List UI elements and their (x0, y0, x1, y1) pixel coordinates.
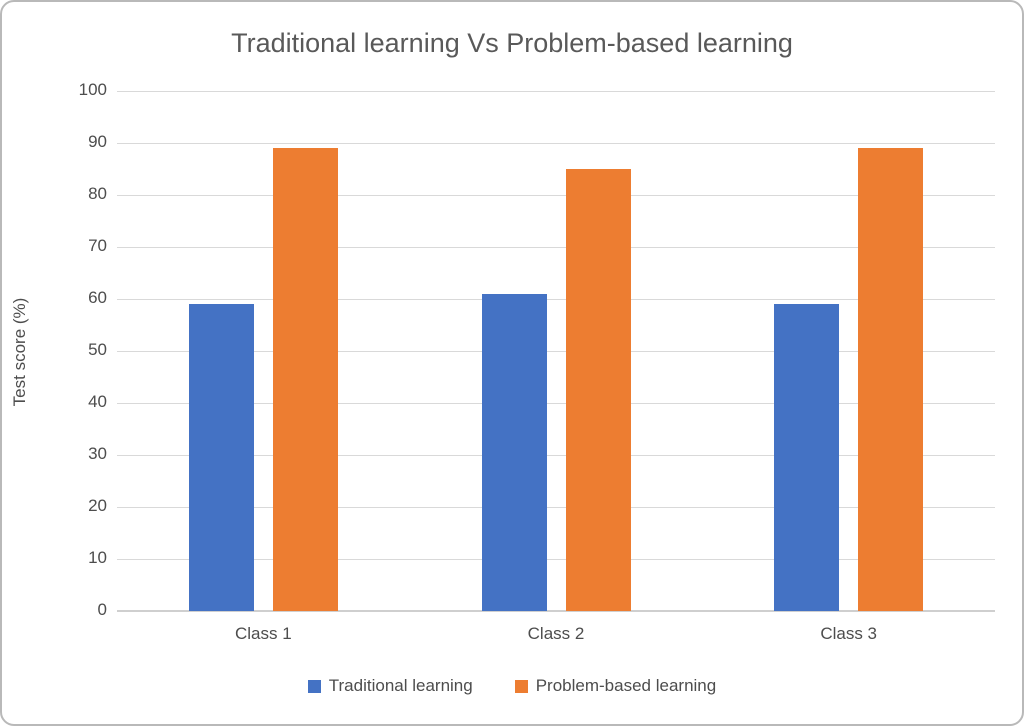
gridline-70 (117, 247, 995, 248)
y-tick-label-100: 100 (78, 80, 107, 99)
bar-problem-based-learning-class-3 (858, 148, 924, 611)
y-tick-label-90: 90 (88, 132, 107, 151)
legend-swatch-icon (514, 679, 528, 693)
gridline-40 (117, 403, 995, 404)
legend-label: Traditional learning (328, 676, 473, 695)
y-tick-label-80: 80 (88, 184, 107, 203)
legend: Traditional learning Problem-based learni… (2, 676, 1022, 696)
bar-groups-layer (117, 91, 995, 611)
bar-problem-based-learning-class-2 (565, 169, 631, 611)
bar-group-class-2 (410, 91, 703, 611)
gridline-20 (117, 507, 995, 508)
bar-traditional-learning-class-2 (481, 293, 547, 611)
bar-group-class-1 (117, 91, 410, 611)
chart-title: Traditional learning Vs Problem-based le… (231, 28, 793, 58)
gridline-10 (117, 559, 995, 560)
y-axis-title: Test score (%) (10, 297, 29, 407)
plot-area: 100 90 80 70 60 50 40 30 20 10 0 (79, 80, 995, 619)
legend-item-problem-based-learning: Problem-based learning (514, 676, 717, 696)
gridline-100 (117, 91, 995, 92)
x-axis-label-class-1: Class 1 (234, 624, 292, 643)
gridline-80 (117, 195, 995, 196)
y-tick-label-70: 70 (88, 236, 107, 255)
bar-traditional-learning-class-1 (188, 304, 254, 611)
gridline-60 (117, 299, 995, 300)
bar-group-class-3 (702, 91, 995, 611)
legend-swatch-icon (307, 679, 321, 693)
y-tick-label-60: 60 (88, 288, 107, 307)
y-tick-label-40: 40 (88, 392, 107, 411)
legend-item-traditional-learning: Traditional learning (307, 676, 473, 696)
bar-problem-based-learning-class-1 (272, 148, 338, 611)
x-axis-labels: Class 1 Class 2 Class 3 (117, 624, 995, 644)
y-tick-label-0: 0 (97, 600, 107, 619)
gridline-30 (117, 455, 995, 456)
x-axis-label-class-3: Class 3 (820, 624, 878, 643)
bar-traditional-learning-class-3 (774, 304, 840, 611)
y-tick-label-30: 30 (88, 444, 107, 463)
gridline-50 (117, 351, 995, 352)
gridline-90 (117, 143, 995, 144)
y-tick-label-20: 20 (88, 496, 107, 515)
y-tick-label-10: 10 (88, 548, 107, 567)
legend-label: Problem-based learning (535, 676, 717, 695)
x-axis-line (117, 610, 995, 612)
x-axis-label-class-2: Class 2 (527, 624, 585, 643)
y-tick-label-50: 50 (88, 340, 107, 359)
